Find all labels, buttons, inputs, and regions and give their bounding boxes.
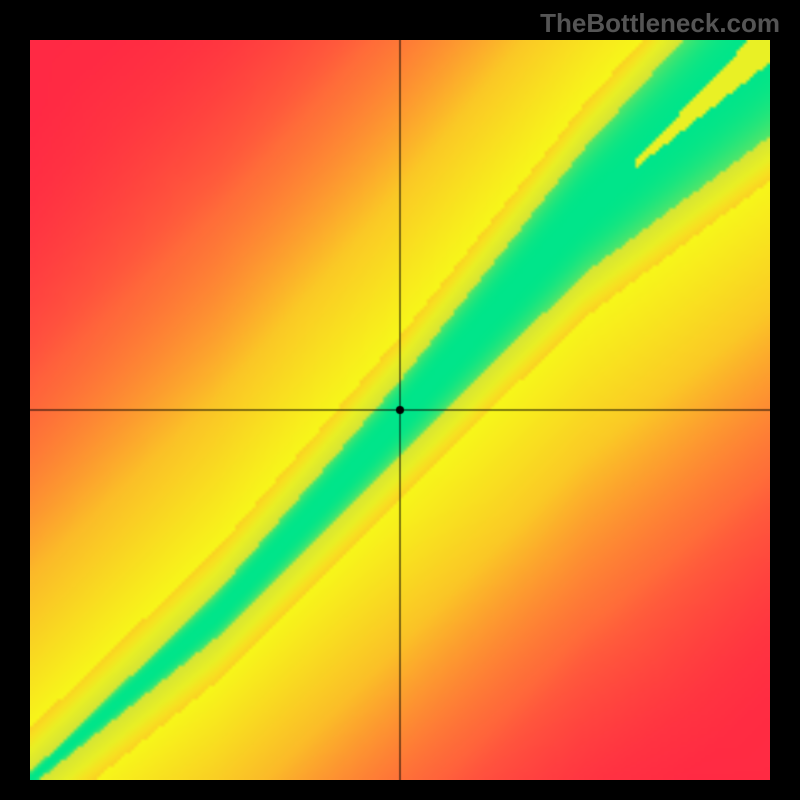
chart-container: TheBottleneck.com <box>0 0 800 800</box>
bottleneck-heatmap <box>30 40 770 780</box>
watermark-text: TheBottleneck.com <box>540 8 780 39</box>
